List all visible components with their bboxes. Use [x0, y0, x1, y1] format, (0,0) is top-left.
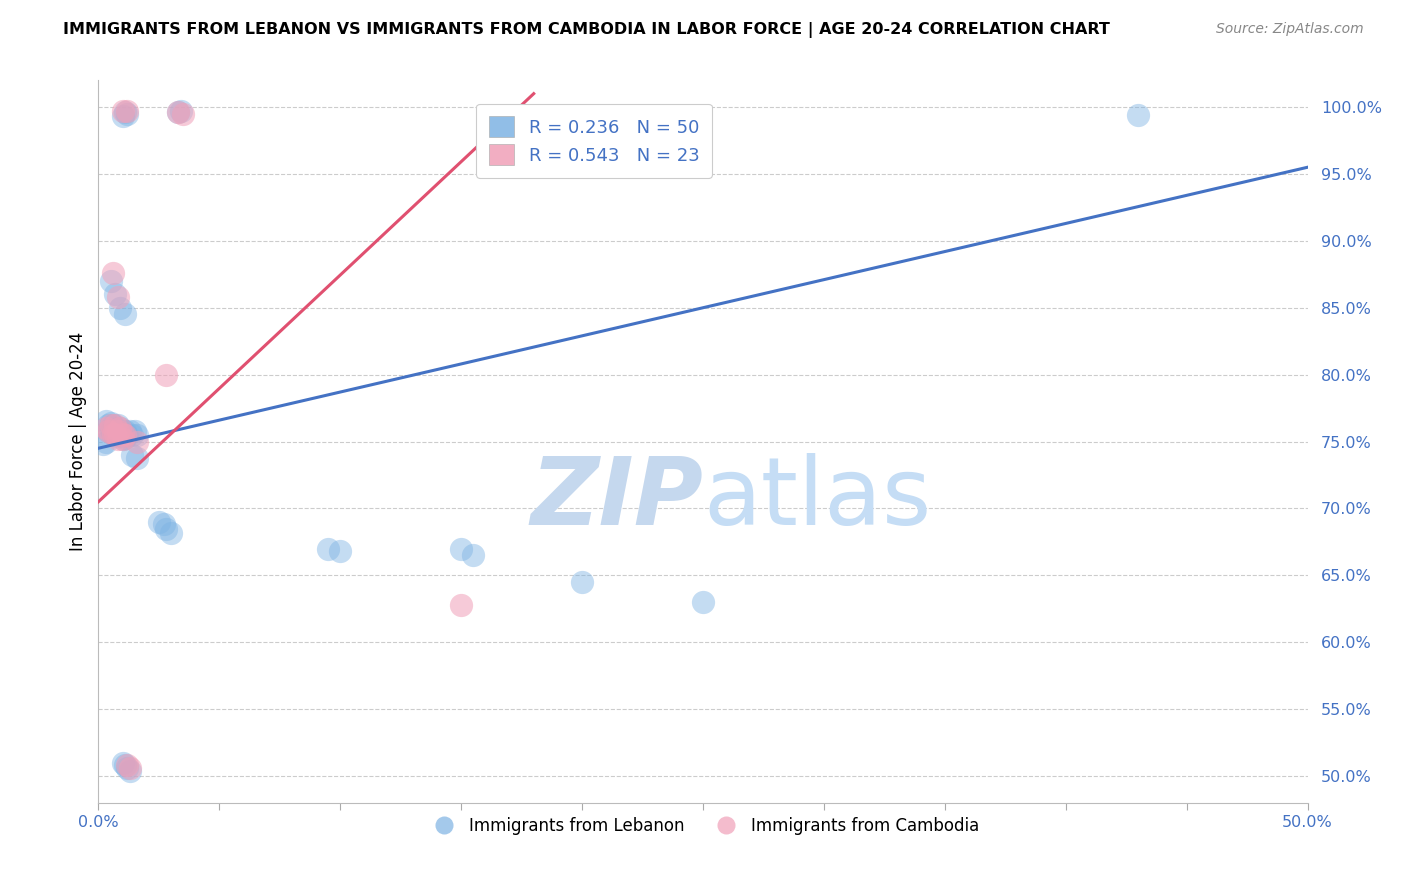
Point — [148, 515, 170, 529]
Point — [155, 521, 177, 535]
Point — [124, 424, 146, 438]
Point — [1128, 108, 1150, 122]
Point — [160, 525, 183, 540]
Point — [121, 448, 143, 462]
Point — [118, 424, 141, 438]
Text: atlas: atlas — [703, 453, 931, 545]
Point — [117, 428, 139, 442]
Point — [111, 110, 134, 124]
Point — [127, 434, 149, 449]
Point — [450, 598, 472, 612]
Point — [118, 761, 141, 775]
Point — [692, 595, 714, 609]
Point — [101, 426, 124, 441]
Legend: Immigrants from Lebanon, Immigrants from Cambodia: Immigrants from Lebanon, Immigrants from… — [420, 810, 986, 841]
Point — [100, 418, 122, 433]
Point — [167, 105, 190, 120]
Point — [114, 105, 136, 120]
Point — [91, 437, 114, 451]
Point — [108, 421, 131, 435]
Point — [107, 290, 129, 304]
Point — [114, 758, 136, 772]
Point — [104, 418, 127, 433]
Point — [111, 424, 134, 438]
Point — [100, 424, 122, 438]
Point — [108, 429, 131, 443]
Point — [167, 105, 190, 120]
Point — [108, 421, 131, 435]
Point — [111, 432, 134, 446]
Point — [104, 421, 127, 435]
Point — [107, 418, 129, 433]
Point — [101, 266, 124, 280]
Point — [104, 426, 127, 441]
Point — [127, 450, 149, 465]
Y-axis label: In Labor Force | Age 20-24: In Labor Force | Age 20-24 — [69, 332, 87, 551]
Text: Source: ZipAtlas.com: Source: ZipAtlas.com — [1216, 22, 1364, 37]
Point — [104, 428, 127, 442]
Point — [117, 103, 139, 118]
Point — [571, 575, 593, 590]
Point — [114, 424, 136, 438]
Point — [450, 541, 472, 556]
Point — [107, 432, 129, 446]
Point — [463, 548, 485, 563]
Point — [100, 274, 122, 288]
Point — [111, 432, 134, 446]
Point — [108, 301, 131, 315]
Point — [127, 428, 149, 442]
Point — [101, 418, 124, 433]
Point — [111, 103, 134, 118]
Point — [117, 107, 139, 121]
Point — [101, 426, 124, 441]
Point — [316, 541, 339, 556]
Point — [117, 758, 139, 772]
Point — [94, 434, 117, 449]
Point — [155, 368, 177, 382]
Point — [97, 424, 120, 438]
Point — [111, 426, 134, 441]
Point — [114, 308, 136, 322]
Point — [172, 107, 194, 121]
Point — [104, 287, 127, 301]
Point — [94, 421, 117, 435]
Point — [117, 761, 139, 775]
Point — [107, 424, 129, 438]
Point — [107, 426, 129, 441]
Text: IMMIGRANTS FROM LEBANON VS IMMIGRANTS FROM CAMBODIA IN LABOR FORCE | AGE 20-24 C: IMMIGRANTS FROM LEBANON VS IMMIGRANTS FR… — [63, 22, 1111, 38]
Point — [100, 416, 122, 430]
Point — [97, 424, 120, 438]
Point — [121, 428, 143, 442]
Point — [97, 418, 120, 433]
Point — [114, 431, 136, 445]
Text: ZIP: ZIP — [530, 453, 703, 545]
Point — [111, 756, 134, 770]
Point — [329, 544, 352, 558]
Point — [94, 414, 117, 429]
Point — [114, 428, 136, 442]
Point — [118, 764, 141, 778]
Point — [152, 517, 174, 532]
Point — [169, 103, 191, 118]
